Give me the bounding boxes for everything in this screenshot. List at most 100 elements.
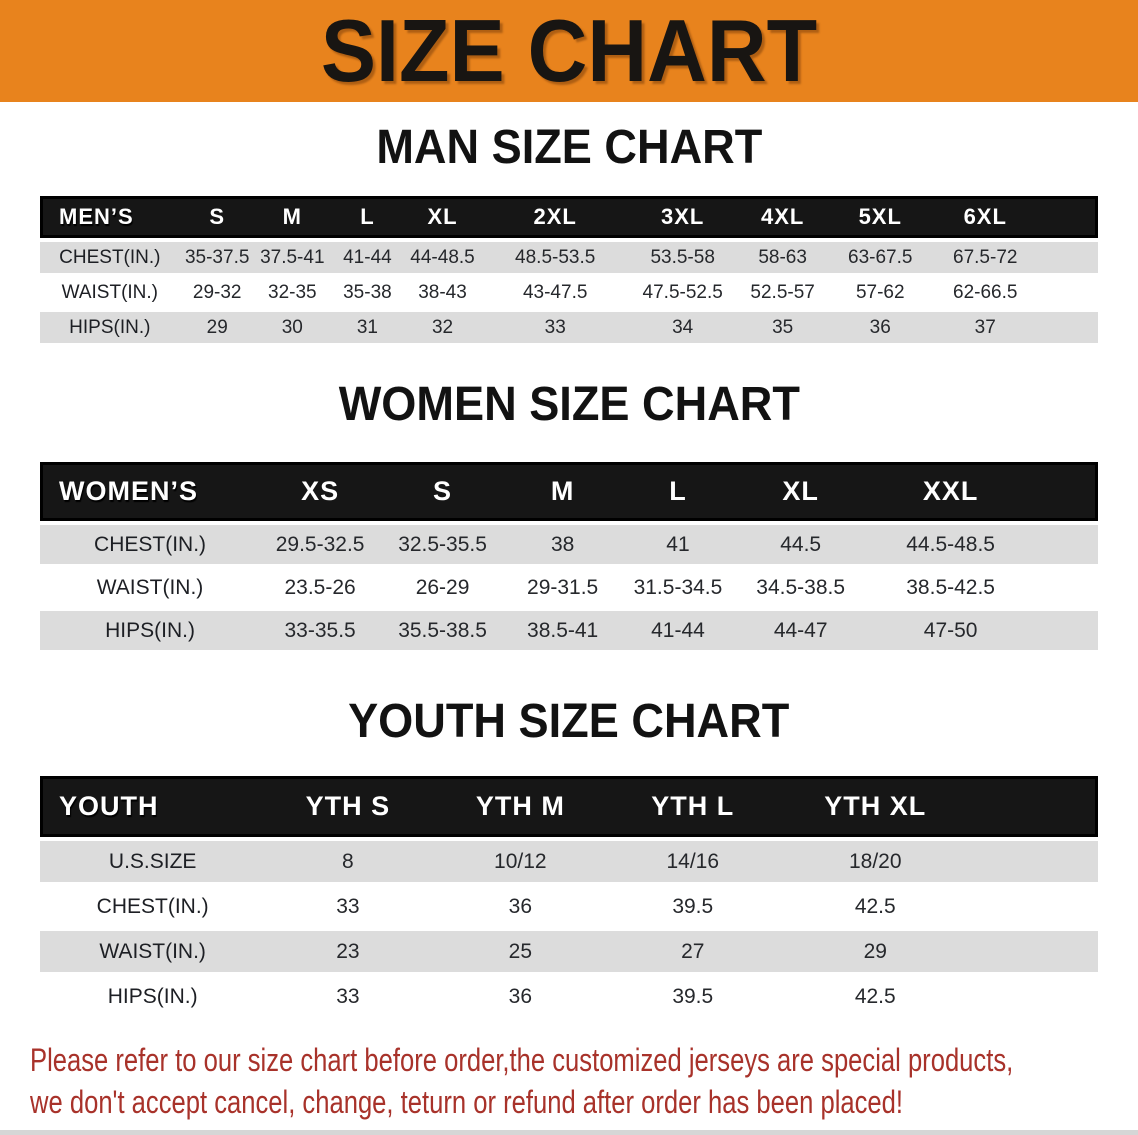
men-size-header: 6XL — [930, 196, 1041, 238]
size-value: 29 — [775, 931, 976, 972]
youth-size-header: YTH L — [610, 776, 776, 837]
size-value: 35 — [735, 312, 831, 343]
youth-ussize-row: U.S.SIZE 8 10/12 14/16 18/20 — [40, 841, 1098, 882]
men-size-header: 4XL — [735, 196, 831, 238]
row-label: WAIST(IN.) — [96, 575, 204, 599]
size-value: 62-66.5 — [953, 281, 1018, 303]
size-value: 31.5-34.5 — [633, 575, 723, 599]
size-value: 39.5 — [672, 984, 714, 1008]
youth-heading-text: YOUTH SIZE CHART — [348, 695, 790, 748]
youth-size-header: YTH XL — [775, 776, 976, 837]
disclaimer-line-2: we don't accept cancel, change, teturn o… — [30, 1084, 903, 1120]
youth-size-header: YTH M — [430, 776, 611, 837]
women-size-header: XXL — [865, 462, 1036, 521]
men-size-header: L — [329, 196, 405, 238]
men-header-row: MEN’S S M L XL 2XL 3XL 4XL 5XL 6XL — [40, 196, 1098, 238]
men-size-header: 5XL — [830, 196, 931, 238]
row-spacer — [975, 976, 1098, 1017]
row-spacer — [975, 841, 1098, 882]
women-section-heading: WOMEN SIZE CHART — [0, 381, 1138, 429]
size-value: 29.5-32.5 — [260, 525, 381, 564]
row-label: U.S.SIZE — [40, 841, 266, 882]
size-value: 27 — [610, 931, 776, 972]
women-waist-row: WAIST(IN.) 23.5-26 26-29 29-31.5 31.5-34… — [40, 568, 1098, 607]
size-value: 31 — [329, 312, 405, 343]
disclaimer-line-1: Please refer to our size chart before or… — [30, 1042, 1014, 1078]
row-label: CHEST(IN.) — [96, 894, 209, 918]
size-value: 38.5-41 — [504, 611, 621, 650]
size-value: 47.5-52.5 — [642, 281, 723, 303]
disclaimer: Please refer to our size chart before or… — [30, 1039, 1138, 1123]
youth-waist-row: WAIST(IN.) 23 25 27 29 — [40, 931, 1098, 972]
size-value: 42.5 — [854, 984, 896, 1008]
row-spacer — [1035, 525, 1098, 564]
size-value: 63-67.5 — [830, 242, 931, 273]
size-value: 25 — [430, 931, 611, 972]
bottom-divider — [0, 1130, 1138, 1135]
size-value: 8 — [265, 841, 431, 882]
size-value: 32.5-35.5 — [380, 525, 505, 564]
size-value: 58-63 — [735, 242, 831, 273]
header-spacer — [1040, 196, 1098, 238]
men-size-header: M — [254, 196, 330, 238]
men-size-header: 2XL — [480, 196, 631, 238]
size-value: 35.5-38.5 — [380, 611, 505, 650]
size-value: 43-47.5 — [522, 281, 588, 303]
youth-section-heading: YOUTH SIZE CHART — [0, 698, 1138, 746]
size-value: 36 — [508, 894, 532, 918]
women-size-header: S — [380, 462, 505, 521]
size-value: 57-62 — [855, 281, 905, 303]
size-value: 32 — [404, 312, 481, 343]
men-table-label: MEN’S — [40, 196, 180, 238]
men-size-header: XL — [404, 196, 481, 238]
size-value: 42.5 — [854, 894, 896, 918]
row-spacer — [1035, 611, 1098, 650]
size-value: 34 — [630, 312, 736, 343]
size-value: 29-32 — [192, 281, 242, 303]
size-value: 26-29 — [415, 575, 470, 599]
size-value: 33 — [336, 894, 360, 918]
row-spacer — [975, 886, 1098, 927]
youth-table-label: YOUTH — [40, 776, 266, 837]
size-value: 48.5-53.5 — [480, 242, 631, 273]
women-hips-row: HIPS(IN.) 33-35.5 35.5-38.5 38.5-41 41-4… — [40, 611, 1098, 650]
size-value: 44-48.5 — [404, 242, 481, 273]
size-value: 23 — [265, 931, 431, 972]
women-header-row: WOMEN’S XS S M L XL XXL — [40, 462, 1098, 521]
row-spacer — [1040, 312, 1098, 343]
men-heading-text: MAN SIZE CHART — [375, 121, 763, 174]
size-value: 53.5-58 — [630, 242, 736, 273]
men-chest-row: CHEST(IN.) 35-37.5 37.5-41 41-44 44-48.5… — [40, 242, 1098, 273]
size-value: 38.5-42.5 — [906, 575, 995, 599]
header-spacer — [975, 776, 1098, 837]
size-value: 29 — [179, 312, 255, 343]
youth-header-row: YOUTH YTH S YTH M YTH L YTH XL — [40, 776, 1098, 837]
women-size-table: WOMEN’S XS S M L XL XXL CHEST(IN.) 29.5-… — [40, 458, 1098, 654]
size-value: 30 — [254, 312, 330, 343]
women-size-header: XL — [735, 462, 866, 521]
size-value: 37 — [930, 312, 1041, 343]
men-size-table: MEN’S S M L XL 2XL 3XL 4XL 5XL 6XL CHEST… — [40, 192, 1098, 347]
size-value: 35-37.5 — [179, 242, 255, 273]
women-size-header: XS — [260, 462, 381, 521]
size-value: 44.5-48.5 — [865, 525, 1036, 564]
size-value: 33-35.5 — [260, 611, 381, 650]
size-value: 29-31.5 — [527, 575, 599, 599]
size-value: 33 — [480, 312, 631, 343]
size-value: 38 — [504, 525, 621, 564]
size-value: 37.5-41 — [254, 242, 330, 273]
row-label: CHEST(IN.) — [40, 525, 261, 564]
size-value: 10/12 — [430, 841, 611, 882]
header-spacer — [1035, 462, 1098, 521]
youth-size-table: YOUTH YTH S YTH M YTH L YTH XL U.S.SIZE … — [40, 772, 1098, 1021]
row-label: HIPS(IN.) — [107, 984, 198, 1008]
row-spacer — [975, 931, 1098, 972]
men-section-heading: MAN SIZE CHART — [0, 124, 1138, 172]
youth-size-header: YTH S — [265, 776, 431, 837]
size-value: 35-38 — [343, 281, 392, 303]
women-table-label: WOMEN’S — [40, 462, 261, 521]
banner-title: SIZE CHART — [320, 1, 818, 100]
youth-hips-row: HIPS(IN.) 33 36 39.5 42.5 — [40, 976, 1098, 1017]
size-value: 33 — [336, 984, 360, 1008]
row-label: HIPS(IN.) — [40, 611, 261, 650]
